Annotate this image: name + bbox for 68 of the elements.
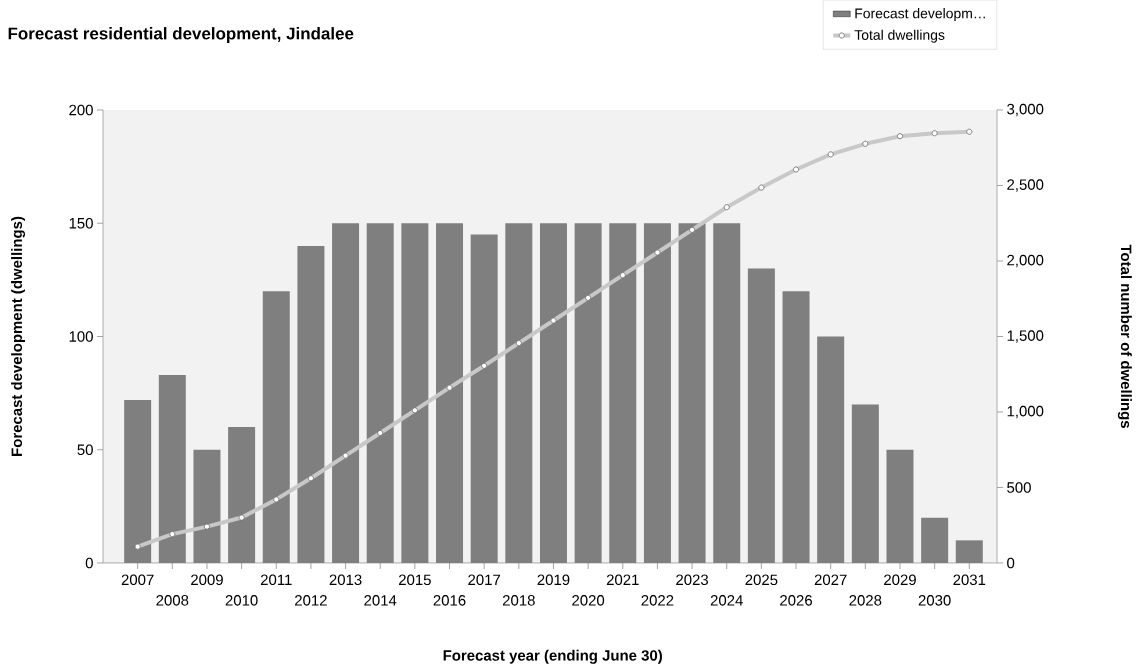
x-tick-label: 2021	[606, 574, 639, 586]
bar	[713, 223, 741, 563]
y2-tick-label: 2,500	[1007, 179, 1044, 192]
bar	[193, 449, 221, 563]
x-tick-label: 2016	[433, 595, 466, 606]
bar	[470, 234, 498, 563]
bar	[817, 336, 845, 563]
bar	[158, 374, 186, 563]
bar	[574, 223, 602, 563]
y2-tick-label: 3,000	[1007, 103, 1044, 117]
bar	[851, 404, 879, 563]
bar	[539, 223, 567, 563]
bar	[297, 245, 325, 563]
x-tick-label: 2007	[121, 574, 154, 586]
y-tick-label: 200	[69, 104, 93, 116]
bar	[332, 223, 360, 563]
y2-tick-label: 500	[1007, 482, 1031, 493]
y2-tick-label: 2,000	[1007, 254, 1044, 268]
x-tick-label: 2028	[849, 595, 882, 606]
x-tick-label: 2031	[953, 574, 986, 586]
x-tick-label: 2008	[156, 595, 189, 606]
legend-label: Forecast developm…	[855, 8, 985, 22]
x-tick-label: 2012	[295, 595, 327, 606]
x-tick-label: 2014	[364, 595, 397, 606]
x-tick-label: 2022	[641, 595, 674, 606]
bar	[609, 223, 637, 563]
y2-tick-label: 1,000	[1007, 405, 1044, 419]
bar	[678, 223, 706, 563]
x-tick-label: 2009	[191, 574, 223, 586]
bar	[886, 449, 914, 563]
x-tick-label: 2013	[329, 574, 362, 586]
bar	[262, 291, 290, 563]
x-tick-label: 2023	[676, 574, 709, 586]
x-tick-label: 2018	[502, 595, 535, 606]
x-tick-label: 2020	[572, 595, 605, 606]
x-tick-label: 2017	[468, 574, 501, 586]
bar	[955, 540, 983, 563]
legend-label: Total dwellings	[854, 29, 945, 43]
x-tick-label: 2027	[814, 574, 847, 586]
y2-tick-label: 0	[1007, 557, 1015, 569]
x-tick-label: 2011	[260, 574, 292, 586]
bar	[643, 223, 671, 563]
y2-tick-label: 1,500	[1007, 330, 1044, 343]
x-tick-label: 2015	[399, 574, 431, 586]
bar	[228, 427, 256, 563]
bar	[921, 517, 949, 563]
bar	[436, 223, 464, 563]
bar	[124, 399, 152, 563]
bar	[401, 223, 429, 563]
bar	[366, 223, 394, 563]
x-tick-label: 2024	[710, 595, 743, 606]
y-axis-title: Forecast development (dwellings)	[11, 216, 26, 456]
bar	[505, 223, 533, 563]
x-tick-label: 2025	[745, 574, 778, 586]
y-tick-label: 150	[69, 217, 93, 229]
y2-axis-title: Total number of dwellings	[1117, 244, 1132, 428]
x-tick-label: 2030	[918, 595, 951, 606]
y-tick-label: 100	[69, 331, 93, 342]
bar	[747, 268, 775, 563]
y-tick-label: 0	[85, 557, 93, 569]
chart-title: Forecast residential development, Jindalee	[8, 27, 354, 43]
x-tick-label: 2029	[884, 574, 916, 586]
y-tick-label: 50	[77, 444, 93, 456]
x-tick-label: 2019	[537, 574, 570, 586]
x-tick-label: 2010	[225, 595, 258, 606]
bar	[782, 291, 810, 563]
x-axis-title: Forecast year (ending June 30)	[443, 649, 662, 664]
x-tick-label: 2026	[780, 595, 812, 606]
